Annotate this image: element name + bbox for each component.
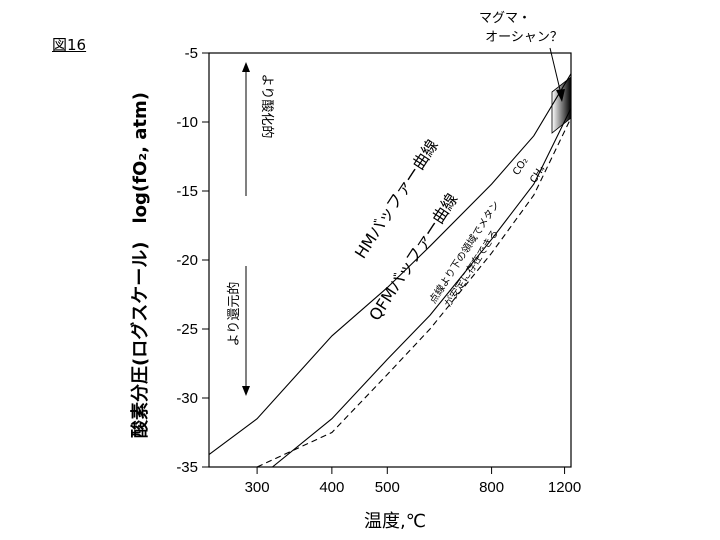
figure-label: 図16 [52,36,87,54]
y-tick-label: -15 [176,183,198,200]
x-tick-label: 300 [245,479,270,496]
y-tick-label: -30 [176,390,198,407]
ch4-label: CH₄ [528,164,547,186]
x-tick-label: 800 [479,479,504,496]
series-line-0 [209,73,571,456]
x-axis-title: 温度,℃ [364,511,426,532]
reducing-label: より還元的 [226,282,242,347]
magma-pointer [549,47,562,95]
series-line-2 [256,117,571,467]
reducing-arrowhead [242,386,250,396]
y-tick-label: -10 [176,114,198,131]
magma-ocean-label-1: マグマ・ [479,11,531,26]
y-tick-label: -5 [185,45,198,62]
y-axis: -5 -10 -15 -20 -25 -30 -35 [176,45,209,476]
x-tick-label: 1200 [548,479,581,496]
series-layer [209,73,571,467]
y-tick-label: -20 [176,252,198,269]
oxidizing-label: より酸化的 [259,74,275,139]
y-axis-title: 酸素分圧(ログスケール) log(fO₂, atm) [129,92,151,438]
x-tick-label: 400 [319,479,344,496]
series-line-1 [272,107,571,467]
magma-pointer-head [556,89,565,102]
x-axis: 300 400 500 800 1200 [245,467,581,496]
magma-ocean-label-2: オーシャン？ [485,30,563,45]
oxidizing-arrowhead [242,62,250,72]
y-tick-label: -25 [176,321,198,338]
y-tick-label: -35 [176,459,198,476]
x-tick-label: 500 [375,479,400,496]
